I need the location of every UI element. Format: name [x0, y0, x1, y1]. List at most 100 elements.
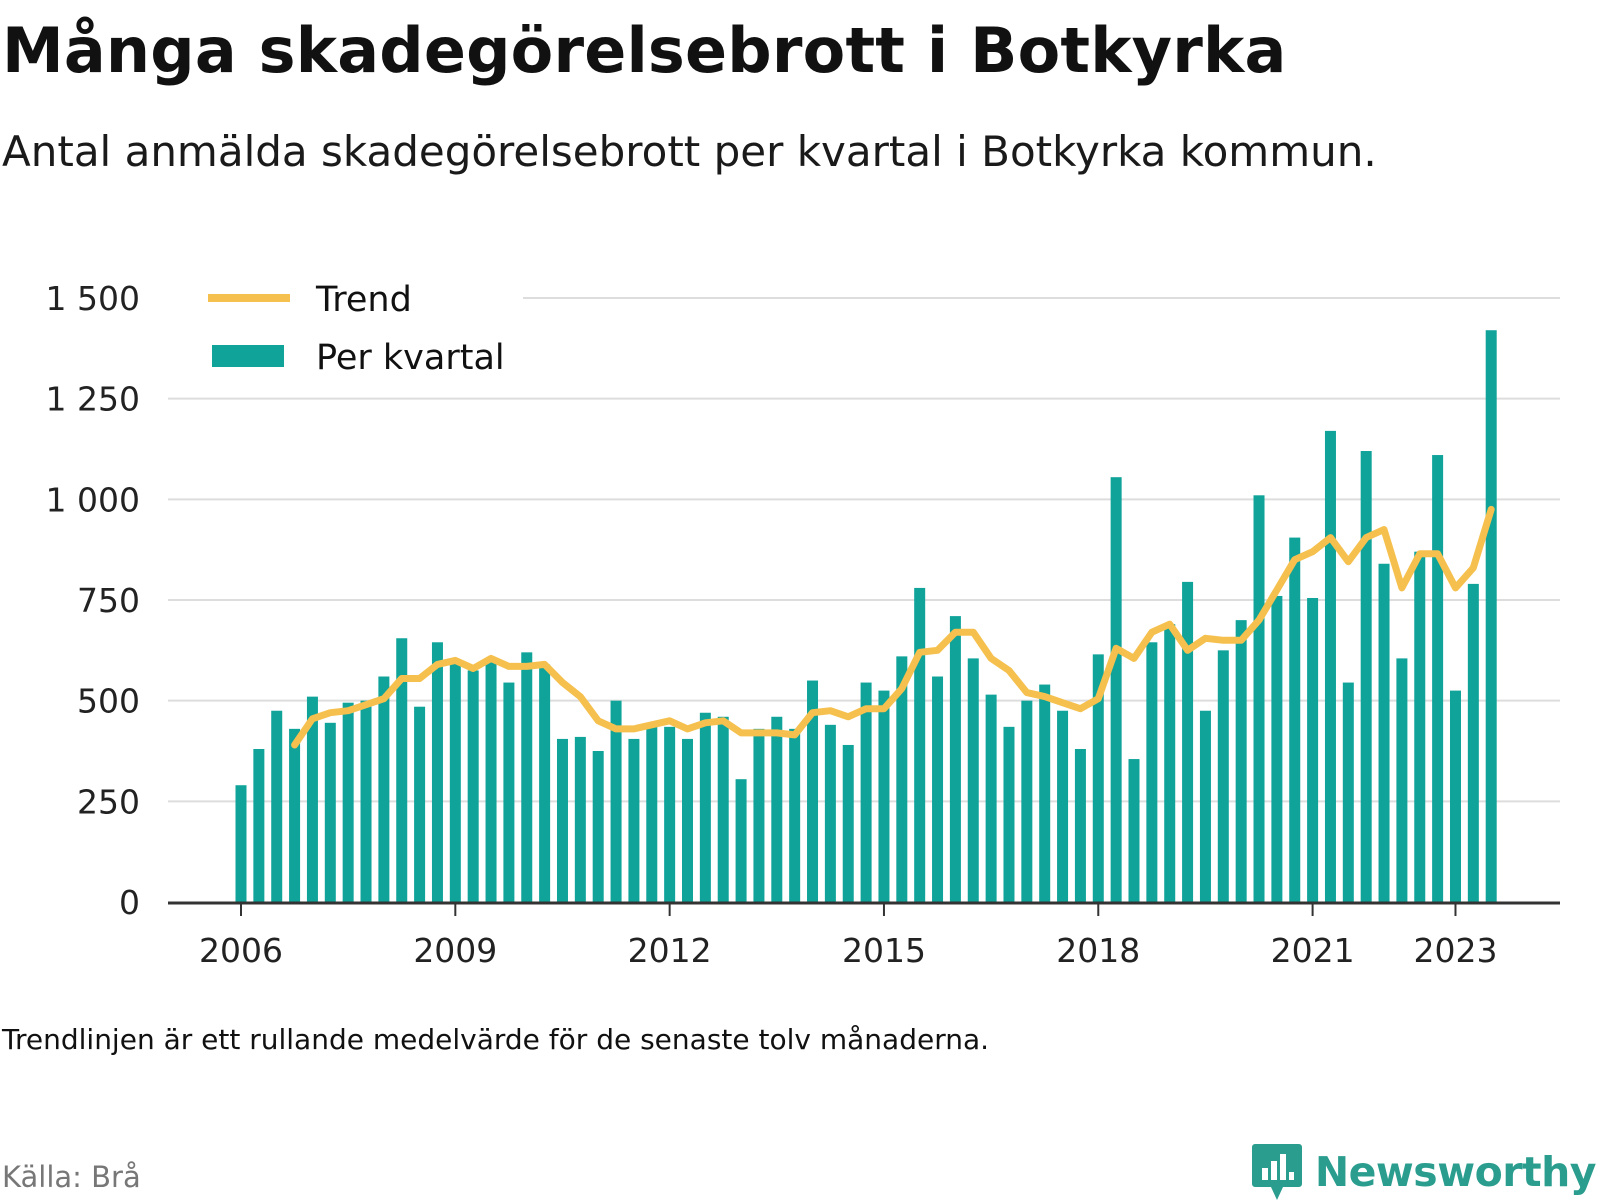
bar	[539, 664, 551, 902]
bar	[306, 696, 318, 902]
bar	[1110, 477, 1122, 902]
bar	[1199, 710, 1211, 902]
y-tick-label: 500	[77, 682, 140, 721]
bar	[467, 670, 479, 902]
bar	[842, 744, 854, 902]
bar	[967, 658, 979, 902]
bar	[378, 676, 390, 902]
y-tick-label: 750	[77, 581, 140, 620]
x-tick-label: 2018	[1056, 931, 1140, 970]
bar	[1324, 430, 1336, 902]
bar	[1146, 642, 1158, 902]
x-tick-label: 2012	[628, 931, 712, 970]
x-tick-label: 2006	[199, 931, 283, 970]
bar	[1039, 684, 1051, 902]
chart-title: Många skadegörelsebrott i Botkyrka	[2, 14, 1287, 87]
bar	[824, 724, 836, 902]
bar	[324, 722, 336, 902]
bar	[592, 751, 604, 902]
brand-logo: Newsworthy	[1251, 1142, 1597, 1202]
bar	[396, 638, 408, 902]
bar	[1449, 690, 1461, 902]
trend-series	[291, 505, 1495, 749]
bar	[253, 748, 265, 902]
bar	[414, 706, 426, 902]
bar	[1128, 759, 1140, 902]
bar	[1235, 620, 1247, 902]
bar	[717, 716, 729, 902]
bar	[949, 616, 961, 902]
bar	[1182, 581, 1194, 902]
bar	[753, 728, 765, 902]
bar	[896, 656, 908, 902]
trend-line	[291, 505, 1495, 749]
bar	[431, 642, 443, 902]
x-tick-label: 2021	[1271, 931, 1355, 970]
bar	[574, 736, 586, 902]
bar	[556, 738, 568, 902]
bar	[1342, 682, 1354, 902]
bar	[1289, 537, 1301, 902]
bar	[485, 662, 497, 902]
bar	[289, 728, 301, 902]
bar-series	[235, 330, 1497, 902]
bar	[860, 682, 872, 902]
x-tick-label: 2009	[413, 931, 497, 970]
bar	[235, 785, 247, 902]
bar	[503, 682, 515, 902]
bar	[1021, 700, 1033, 902]
bar	[789, 728, 801, 902]
bar	[878, 690, 890, 902]
bar	[1467, 583, 1479, 902]
source-credit: Källa: Brå	[2, 1160, 141, 1194]
bar	[1485, 330, 1497, 902]
bar	[771, 716, 783, 902]
y-tick-label: 1 250	[46, 380, 140, 419]
bar	[1003, 726, 1015, 902]
brand-name: Newsworthy	[1314, 1148, 1597, 1196]
bar	[610, 700, 622, 902]
bar	[1092, 654, 1104, 902]
bar	[646, 722, 658, 902]
bar	[807, 680, 819, 902]
y-axis-labels: 0 250 500 750 1 000 1 250 1 500	[46, 279, 140, 922]
bar	[449, 660, 461, 902]
bar	[664, 726, 676, 902]
bar	[1378, 563, 1390, 902]
x-axis: 2006 2009 2012 2015 2018 2021 2023	[168, 901, 1560, 970]
bar	[1271, 595, 1283, 902]
y-tick-label: 250	[77, 782, 140, 821]
bar	[360, 700, 372, 902]
bar	[1396, 658, 1408, 902]
y-tick-label: 1 500	[46, 279, 140, 318]
y-tick-label: 0	[119, 883, 140, 922]
bar	[735, 779, 747, 902]
bar	[1217, 650, 1229, 902]
bar	[628, 738, 640, 902]
x-tick-label: 2023	[1413, 931, 1497, 970]
bar	[985, 694, 997, 902]
bar	[1164, 624, 1176, 902]
bar	[1360, 451, 1372, 902]
chart-subtitle: Antal anmälda skadegörelsebrott per kvar…	[2, 127, 1377, 176]
bar	[914, 587, 926, 902]
y-tick-label: 1 000	[46, 480, 140, 519]
legend-bars-swatch	[212, 345, 284, 367]
bar	[521, 652, 533, 902]
bar	[1432, 455, 1444, 902]
footnote: Trendlinjen är ett rullande medelvärde f…	[2, 1023, 990, 1056]
bar	[932, 676, 944, 902]
x-tick-label: 2015	[842, 931, 926, 970]
bar	[699, 712, 711, 902]
bar	[682, 738, 693, 902]
bar	[1307, 597, 1319, 902]
legend-trend-label: Trend	[315, 280, 412, 320]
bar	[1414, 551, 1426, 902]
bar	[1074, 748, 1086, 902]
bar	[1253, 495, 1265, 902]
bar	[271, 710, 283, 902]
legend: Trend Per kvartal	[168, 273, 523, 378]
bar	[1057, 710, 1069, 902]
bar-chart-speech-bubble-icon	[1251, 1144, 1302, 1200]
